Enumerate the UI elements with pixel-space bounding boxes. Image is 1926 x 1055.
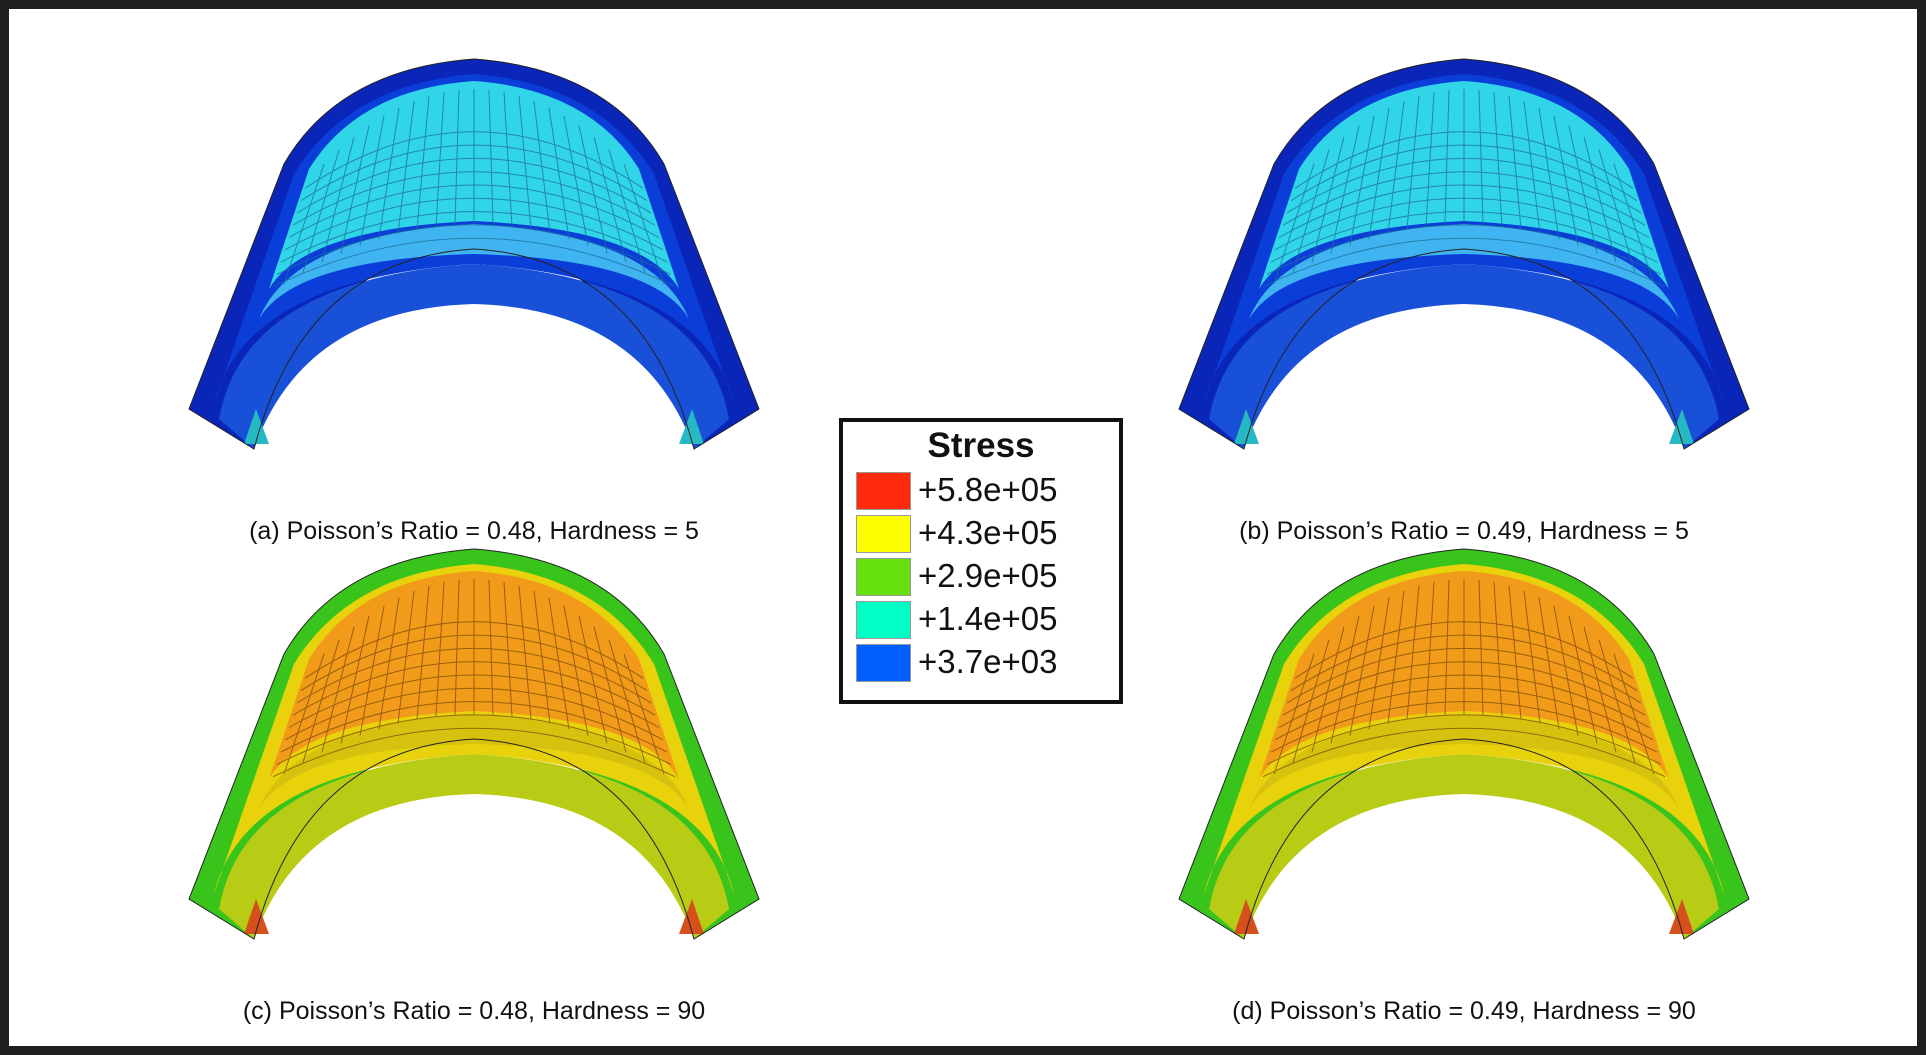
shell-inner-face — [1209, 754, 1719, 939]
surface-grid — [272, 579, 676, 778]
shell-inner-face — [1209, 264, 1719, 449]
foot-right — [679, 899, 704, 934]
panel-c: (c) Poisson’s Ratio = 0.48, Hardness = 9… — [174, 539, 774, 1039]
shell-outline — [1178, 58, 1750, 450]
caption-c: (c) Poisson’s Ratio = 0.48, Hardness = 9… — [242, 997, 706, 1025]
legend-label: +4.3e+05 — [918, 514, 1058, 551]
caption-a: (a) Poisson’s Ratio = 0.48, Hardness = 5 — [249, 517, 699, 545]
shell-inner-face — [219, 264, 729, 449]
legend-swatch — [856, 558, 911, 596]
cylinder-model-a — [188, 58, 760, 450]
cylinder-model-b — [1178, 58, 1750, 450]
shell-front-band — [1249, 714, 1679, 809]
foot-right — [1669, 409, 1694, 444]
legend-label: +1.4e+05 — [918, 600, 1058, 637]
shell-front-band — [259, 224, 689, 319]
cylinder-model-c — [188, 548, 760, 940]
legend-swatch — [856, 601, 911, 639]
legend-label: +2.9e+05 — [918, 557, 1058, 594]
shell-front-band — [259, 714, 689, 809]
legend-title: Stress — [927, 426, 1035, 465]
shell-front-band — [1249, 224, 1679, 319]
foot-right — [1669, 899, 1694, 934]
surface-grid — [1262, 579, 1666, 778]
foot-left — [1234, 899, 1259, 934]
surface-grid — [272, 89, 676, 288]
foot-left — [244, 409, 269, 444]
foot-right — [679, 409, 704, 444]
shell-inner-face — [219, 754, 729, 939]
cylinder-model-d — [1178, 548, 1750, 940]
figure-canvas: (a) Poisson’s Ratio = 0.48, Hardness = 5… — [9, 9, 1917, 1046]
foot-left — [244, 899, 269, 934]
caption-b: (b) Poisson’s Ratio = 0.49, Hardness = 5 — [1239, 517, 1689, 545]
stress-legend: Stress +5.8e+05 +4.3e+05 +2.9e+05 +1.4e+… — [839, 418, 1123, 704]
caption-d: (d) Poisson’s Ratio = 0.49, Hardness = 9… — [1232, 997, 1696, 1025]
legend-swatch — [856, 644, 911, 682]
shell-outline — [188, 548, 760, 940]
shell-outline — [188, 58, 760, 450]
panel-b: (b) Poisson’s Ratio = 0.49, Hardness = 5 — [1164, 49, 1764, 549]
surface-grid — [1262, 89, 1666, 288]
legend-swatch — [856, 472, 911, 510]
panel-a: (a) Poisson’s Ratio = 0.48, Hardness = 5 — [174, 49, 774, 549]
shell-outline — [1178, 548, 1750, 940]
legend-label: +3.7e+03 — [918, 643, 1058, 680]
legend-label: +5.8e+05 — [918, 471, 1058, 508]
legend-swatch — [856, 515, 911, 553]
foot-left — [1234, 409, 1259, 444]
panel-d: (d) Poisson’s Ratio = 0.49, Hardness = 9… — [1164, 539, 1764, 1039]
